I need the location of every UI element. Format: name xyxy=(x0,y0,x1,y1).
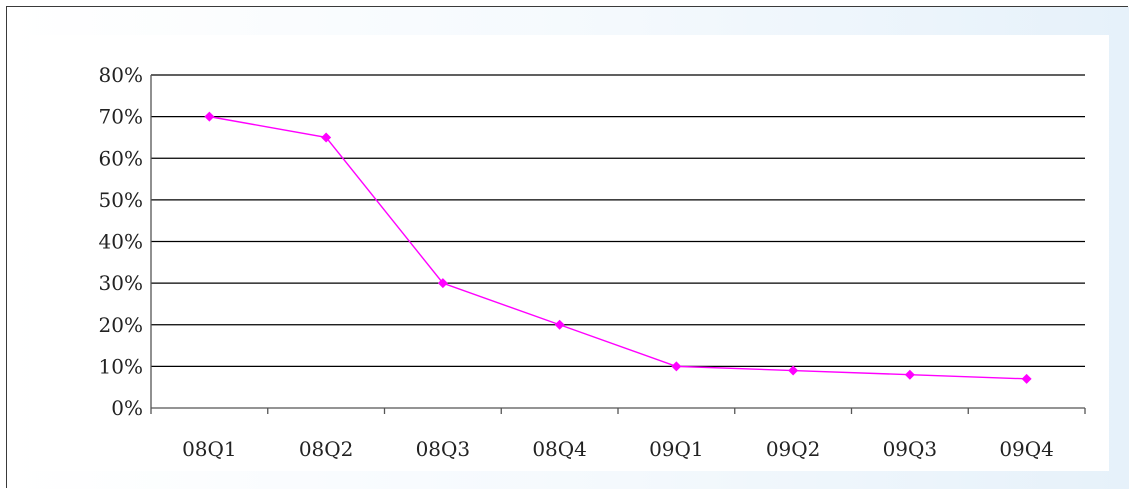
data-point xyxy=(904,369,915,380)
axes xyxy=(150,75,1086,414)
x-tick-label: 09Q3 xyxy=(883,437,938,461)
data-point xyxy=(788,365,799,376)
data-point xyxy=(204,111,215,122)
x-tick-label: 08Q1 xyxy=(182,437,237,461)
data-point xyxy=(437,278,448,289)
data-point xyxy=(321,132,332,143)
data-point xyxy=(554,319,565,330)
x-tick-label: 08Q2 xyxy=(299,437,354,461)
y-tick-label: 70% xyxy=(99,105,143,129)
x-tick-label: 08Q3 xyxy=(416,437,471,461)
x-tick-label: 09Q2 xyxy=(766,437,821,461)
y-tick-labels: 0% 10% 20% 30% 40% 50% 60% 70% 80% xyxy=(99,63,143,420)
x-tick-labels: 08Q1 08Q2 08Q3 08Q4 09Q1 09Q2 09Q3 09Q4 xyxy=(182,437,1054,461)
data-point xyxy=(1021,373,1032,384)
x-tick-label: 08Q4 xyxy=(532,437,587,461)
y-tick-label: 10% xyxy=(99,354,143,378)
y-tick-label: 60% xyxy=(99,146,143,170)
gridlines xyxy=(151,74,1085,368)
data-point xyxy=(671,361,682,372)
series xyxy=(204,111,1032,384)
y-tick-label: 20% xyxy=(99,313,143,337)
y-tick-label: 80% xyxy=(99,63,143,87)
plot-panel xyxy=(29,35,1109,471)
y-tick-label: 50% xyxy=(99,188,143,212)
series-line xyxy=(209,115,1027,380)
x-tick-label: 09Q1 xyxy=(649,437,704,461)
y-tick-label: 0% xyxy=(111,396,143,420)
chart-frame: 0% 10% 20% 30% 40% 50% 60% 70% 80% 08Q1 08Q2 08Q3 0… xyxy=(6,6,1129,489)
x-tick-label: 09Q4 xyxy=(999,437,1054,461)
y-tick-label: 40% xyxy=(99,230,143,254)
y-tick-label: 30% xyxy=(99,271,143,295)
line-chart: 0%10%20%30%40%50%60%70%80% 08Q1 08Q2 08Q3 0… xyxy=(7,7,1129,489)
